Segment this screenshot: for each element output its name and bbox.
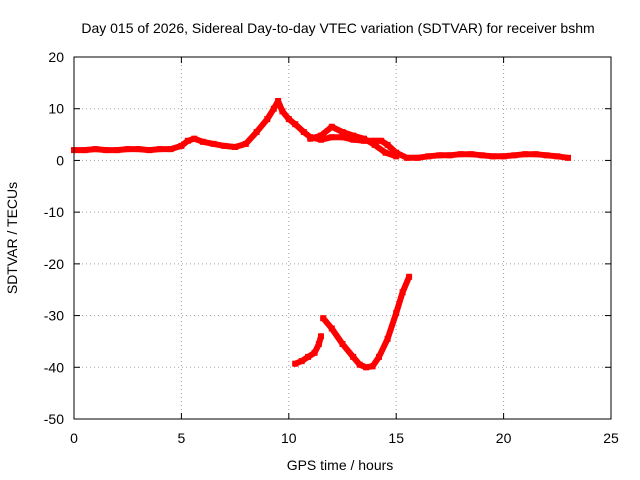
data-point (361, 135, 367, 142)
data-point (253, 129, 260, 135)
data-point (489, 153, 496, 160)
data-point (242, 140, 249, 147)
data-point (522, 151, 529, 158)
data-point (376, 353, 382, 360)
data-point (543, 152, 550, 159)
data-point (403, 154, 410, 161)
data-point (339, 341, 346, 347)
data-point (167, 146, 174, 153)
data-point (363, 364, 370, 371)
data-point (350, 353, 357, 360)
data-point (199, 138, 206, 145)
x-tick-label: 20 (496, 430, 512, 446)
data-point (232, 144, 239, 150)
data-point (468, 151, 475, 158)
data-point (446, 152, 453, 159)
data-point (92, 146, 99, 153)
y-tick-label: 10 (48, 101, 64, 117)
y-tick-label: 20 (48, 49, 64, 65)
data-point (371, 137, 378, 144)
data-point (275, 98, 282, 104)
data-point (384, 141, 391, 148)
y-axis-label: SDTVAR / TECUs (4, 182, 20, 294)
data-point (315, 341, 322, 347)
data-point (311, 349, 318, 356)
y-tick-label: -10 (44, 204, 64, 220)
y-tick-label: -50 (44, 411, 64, 427)
data-point (146, 147, 153, 154)
data-point (511, 152, 518, 159)
data-point (124, 146, 131, 153)
data-point (320, 315, 327, 322)
y-tick-label: -30 (44, 308, 64, 324)
x-tick-label: 10 (281, 430, 297, 446)
data-point (156, 146, 163, 153)
data-point (425, 153, 432, 160)
data-point (436, 152, 443, 159)
data-point (318, 333, 324, 340)
x-tick-label: 5 (178, 430, 186, 446)
data-point (350, 136, 357, 143)
data-point (135, 146, 142, 153)
data-point (328, 325, 335, 332)
data-point (103, 147, 110, 154)
data-point (191, 135, 198, 142)
data-point (328, 134, 335, 141)
data-point (479, 152, 486, 159)
data-point (292, 121, 299, 128)
data-point (307, 135, 314, 142)
y-tick-label: -20 (44, 256, 64, 272)
plot-frame (73, 56, 612, 420)
data-point (318, 132, 324, 139)
data-point (378, 137, 385, 144)
data-point (339, 129, 346, 135)
data-point (279, 108, 286, 115)
chart-title: Day 015 of 2026, Sidereal Day-to-day VTE… (81, 20, 594, 36)
y-tick-label: -40 (44, 359, 64, 375)
data-point (356, 361, 363, 368)
series-trace-1 (71, 98, 571, 161)
data-point (81, 147, 88, 154)
data-point (298, 358, 305, 365)
data-point (393, 310, 400, 316)
data-point (371, 141, 378, 148)
data-point (565, 154, 571, 161)
data-point (500, 153, 507, 160)
data-point (350, 132, 357, 139)
data-point (285, 116, 292, 123)
data-point (554, 153, 561, 160)
x-tick-label: 15 (388, 430, 404, 446)
data-point (221, 142, 228, 149)
axis-ticks: 0 5 10 15 20 25 -50 -40 -30 -20 -10 0 10 20 (44, 49, 619, 446)
data-point (318, 136, 324, 143)
data-point (328, 123, 335, 130)
data-point (339, 134, 346, 141)
data-point (393, 149, 400, 156)
data-point (178, 142, 185, 149)
data-point (292, 360, 299, 367)
data-point (270, 105, 277, 112)
x-tick-label: 0 (70, 430, 78, 446)
data-point (369, 363, 376, 370)
data-point (305, 353, 312, 360)
data-point (457, 151, 464, 158)
data-point (532, 151, 539, 158)
y-tick-label: 0 (56, 152, 64, 168)
data-point (384, 335, 391, 342)
x-axis-label: GPS time / hours (287, 457, 394, 473)
data-point (264, 116, 271, 123)
data-point (393, 153, 400, 160)
data-point (300, 129, 307, 135)
data-point (406, 273, 413, 280)
data-point (414, 154, 421, 161)
data-point (399, 289, 406, 296)
data-point (114, 147, 120, 154)
data-point (184, 137, 191, 144)
x-tick-label: 25 (603, 430, 619, 446)
data-point (210, 140, 217, 147)
data-point (382, 149, 389, 156)
data-series (71, 98, 571, 371)
